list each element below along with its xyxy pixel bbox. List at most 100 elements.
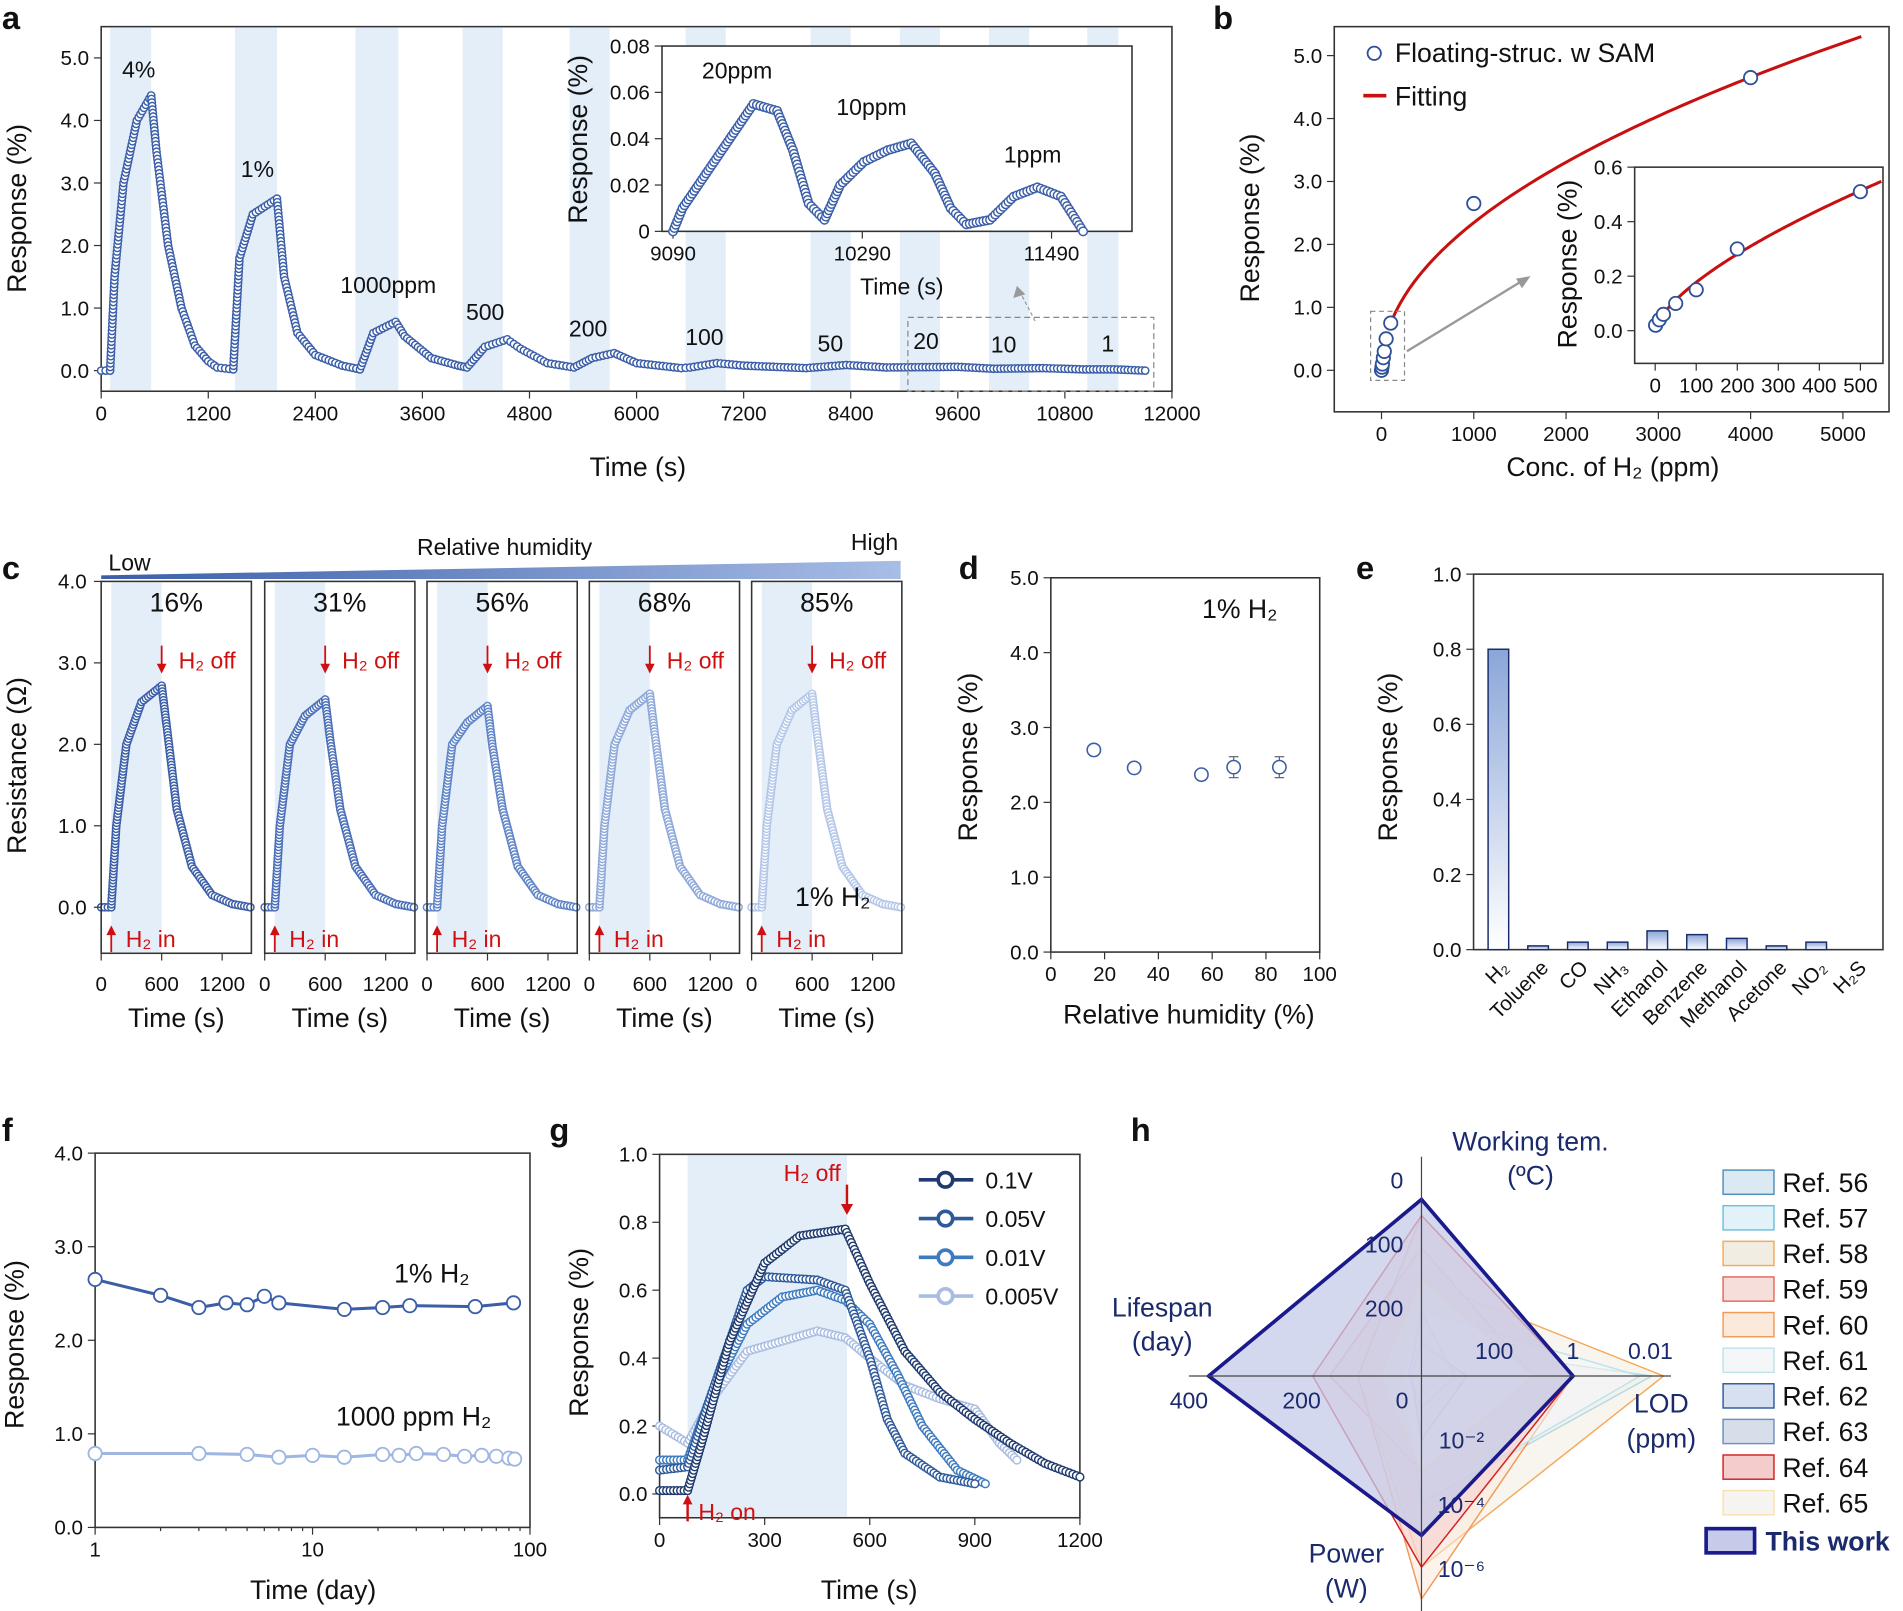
x-tick-label: 1200: [687, 973, 733, 996]
arrow-head: [432, 925, 442, 936]
rh-label: 56%: [475, 588, 528, 618]
x-tick-label: 0: [1649, 374, 1660, 397]
y-tick-label: 1.0: [1433, 563, 1462, 586]
legend-swatch: [1722, 1347, 1775, 1374]
y-tick-label: 4.0: [54, 1142, 83, 1165]
y-tick-label: 0.0: [1010, 941, 1039, 964]
x-tick-label: 400: [1802, 374, 1836, 397]
peak-label: 500: [466, 299, 504, 325]
y-tick-label: 0.4: [1594, 211, 1623, 234]
temp-tick-label: 0: [1391, 1167, 1404, 1193]
arrow-head: [320, 663, 331, 674]
data-point: [271, 1449, 287, 1465]
peak-label: 1%: [241, 156, 274, 182]
data-point: [375, 1446, 391, 1463]
rh-label: 16%: [150, 588, 203, 618]
plot-frame-f: [94, 1152, 531, 1529]
panel-label-h: h: [1131, 1111, 1151, 1148]
data-point: [507, 1451, 523, 1467]
subplot-frame: [426, 580, 579, 955]
category-label: CO: [1555, 956, 1593, 994]
data-marker: [896, 902, 906, 912]
x-axis-title: Time (s): [291, 1003, 388, 1033]
legend-label: Ref. 62: [1782, 1382, 1868, 1412]
y-tick-label: 0.0: [1433, 939, 1462, 962]
y-tick-label: 2.0: [54, 1330, 83, 1353]
x-axis-title: Time (day): [250, 1575, 376, 1605]
radar-axis-title: Working tem.: [1452, 1127, 1608, 1157]
data-point: [435, 1446, 452, 1463]
data-point: [474, 1447, 490, 1463]
data-point: [488, 1448, 504, 1464]
y-tick-label: 0.2: [1433, 864, 1462, 887]
legend-label: Ref. 65: [1782, 1488, 1868, 1518]
temp-tick-label: 200: [1365, 1296, 1403, 1322]
data-point: [467, 1299, 483, 1315]
x-axis-title: Relative humidity (%): [1063, 1000, 1315, 1030]
legend-marker: [936, 1170, 955, 1189]
peak-label: 200: [569, 316, 607, 342]
x-tick-label: 0: [654, 1529, 665, 1552]
x-axis-title: Time (s): [778, 1003, 875, 1033]
subplot-rh-85: 0 600 1200 85% Time (s) H₂ off H₂ in: [746, 582, 906, 1033]
h2-off-label: H₂ off: [504, 648, 562, 674]
series-line: [95, 1451, 515, 1461]
h2-off-label: H₂ off: [829, 648, 887, 674]
x-tick-label: 3000: [1635, 423, 1681, 446]
panel-label-b: b: [1213, 0, 1233, 36]
subplot-frame: [588, 580, 741, 955]
x-tick-label: 600: [633, 973, 667, 996]
x-tick-label: 300: [1761, 374, 1795, 397]
lod-tick-label: 0.01: [1628, 1338, 1673, 1364]
y-tick-label: 1.0: [58, 815, 87, 838]
radar-axis-title: (W): [1325, 1574, 1368, 1604]
y-tick-label: 3.0: [54, 1236, 83, 1259]
x-tick-label: 1000: [1451, 423, 1497, 446]
h2-off-label: H₂ off: [179, 648, 237, 674]
category-label: H₂S: [1829, 956, 1871, 998]
y-tick-label: 4.0: [60, 110, 89, 133]
rh-label: 31%: [313, 588, 366, 618]
data-point: [1743, 70, 1759, 86]
y-tick-label: 0.04: [610, 128, 650, 151]
x-tick-label: 500: [1843, 374, 1877, 397]
series-a: [96, 91, 1150, 375]
data-point: [1668, 295, 1684, 311]
data-point: [1688, 282, 1704, 298]
x-tick-label: 0: [584, 973, 595, 996]
arrow-head: [756, 925, 767, 936]
subplot-rh-16: 0 600 1200 16% Time (s) H₂ off H₂ in: [95, 582, 255, 1033]
x-tick-label: 100: [513, 1538, 547, 1561]
h2-off-label: H₂ off: [342, 648, 400, 674]
y-tick-label: 1.0: [54, 1423, 83, 1446]
y-tick-label: 2.0: [58, 734, 87, 757]
series-label: 1% H₂: [394, 1259, 469, 1289]
x-tick-label: 8400: [828, 402, 874, 425]
humidity-low-label: Low: [108, 550, 151, 576]
y-tick-label: 4.0: [1294, 108, 1323, 131]
peak-label: 50: [818, 330, 844, 356]
legend-swatch: [1722, 1276, 1775, 1302]
x-tick-label: 10290: [834, 242, 891, 265]
y-axis-title: Resistance (Ω): [2, 677, 32, 854]
bar-7: [1765, 945, 1788, 951]
plot-frame-d: [1050, 576, 1321, 953]
data-point: [1852, 184, 1868, 200]
lifespan-tick-label: 400: [1170, 1388, 1208, 1414]
peak-label: 1: [1101, 330, 1114, 356]
h2-window-band: [599, 582, 650, 953]
lifespan-tick-label: 200: [1282, 1388, 1320, 1414]
x-tick-label: 9600: [935, 402, 981, 425]
x-tick-label: 1200: [525, 973, 571, 996]
data-marker: [571, 902, 581, 912]
legend-label: Ref. 61: [1782, 1346, 1868, 1376]
h2-in-label: H₂ in: [126, 926, 176, 952]
y-tick-label: 1.0: [60, 297, 89, 320]
series-f-1: [87, 1445, 523, 1467]
data-marker: [1140, 366, 1150, 375]
data-point: [256, 1288, 272, 1304]
y-axis-title: Response (%): [1553, 180, 1583, 349]
y-axis-title: Response (%): [2, 124, 32, 293]
x-tick-label: 5000: [1820, 423, 1866, 446]
